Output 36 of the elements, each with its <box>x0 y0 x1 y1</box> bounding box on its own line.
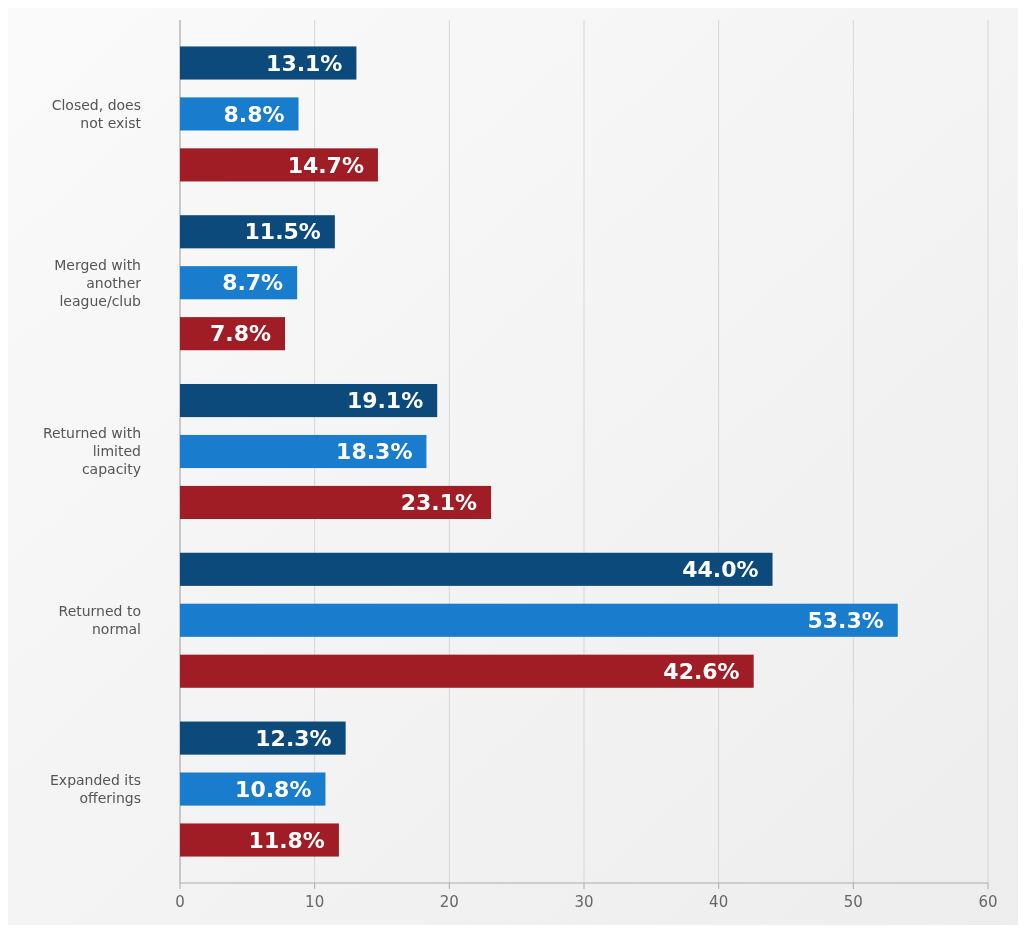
x-tick-label: 60 <box>978 893 998 911</box>
data-label: 13.1% <box>266 50 343 76</box>
bar <box>180 603 898 637</box>
y-tick-label: Closed, does not exist <box>51 96 142 131</box>
bar <box>180 434 427 469</box>
y-tick-label: Returned to normal <box>58 603 141 638</box>
data-label: 14.7% <box>287 152 364 178</box>
x-tick-label: 40 <box>709 893 729 911</box>
x-tick-label: 50 <box>843 893 863 911</box>
data-label: 11.8% <box>248 827 325 853</box>
bar <box>180 148 378 182</box>
bar <box>180 46 357 80</box>
data-label: 44.0% <box>682 557 759 583</box>
data-label: 7.8% <box>210 321 272 347</box>
data-label: 11.5% <box>244 219 321 245</box>
data-label: 42.6% <box>663 658 740 684</box>
data-label: 12.3% <box>255 725 332 751</box>
data-label: 8.7% <box>222 270 284 296</box>
y-tick-label: Merged with another league/club <box>54 256 142 309</box>
data-label: 18.3% <box>336 439 413 465</box>
data-label: 53.3% <box>807 607 884 633</box>
x-tick-label: 20 <box>439 893 459 911</box>
x-tick-label: 30 <box>574 893 594 911</box>
bar <box>180 383 438 418</box>
y-tick-label: Returned with limited capacity <box>42 425 141 478</box>
bar <box>180 485 492 520</box>
y-tick-label: Expanded its offerings <box>50 771 141 806</box>
x-tick-label: 0 <box>175 893 185 911</box>
x-tick-label: 10 <box>305 893 325 911</box>
bar <box>180 823 339 857</box>
data-label: 10.8% <box>235 776 312 802</box>
bar <box>180 552 773 586</box>
data-label: 19.1% <box>346 388 424 414</box>
bar <box>180 654 754 688</box>
data-label: 8.8% <box>223 101 285 127</box>
data-label: 23.1% <box>400 490 478 516</box>
